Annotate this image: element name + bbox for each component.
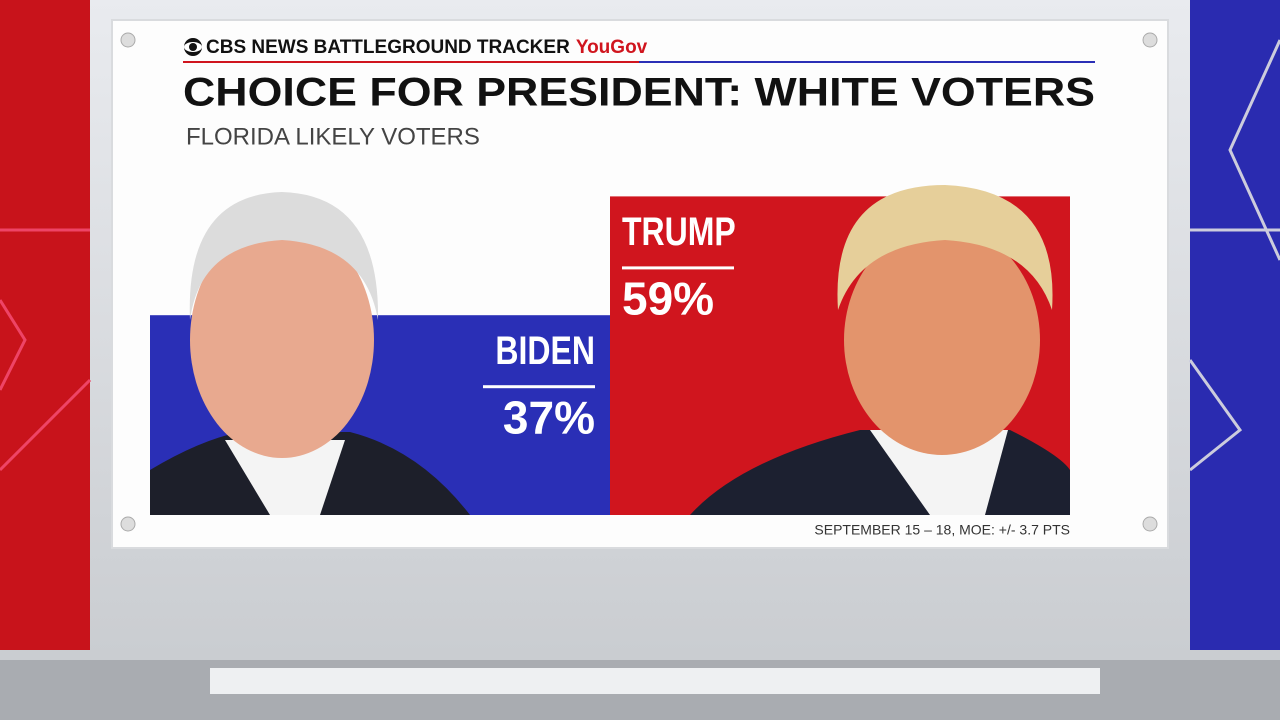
bar-labels: BIDEN 37%	[483, 327, 595, 443]
category-label: TRUMP	[622, 209, 736, 254]
screw	[120, 516, 136, 532]
partner-logo: YouGov	[576, 37, 648, 58]
screw	[1142, 516, 1158, 532]
left-panel	[0, 0, 90, 650]
label-rule	[622, 266, 734, 270]
header-rule	[183, 61, 639, 63]
cbs-eye-logo	[184, 38, 202, 56]
category-label: BIDEN	[495, 327, 595, 372]
chart-title: CHOICE FOR PRESIDENT: WHITE VOTERS	[183, 71, 1095, 115]
value-label: 59%	[622, 273, 714, 325]
right-panel	[1190, 0, 1280, 650]
value-label: 37%	[503, 391, 595, 443]
chart-subtitle: FLORIDA LIKELY VOTERS	[186, 123, 480, 150]
label-rule	[483, 385, 595, 389]
star-outline	[1188, 39, 1280, 472]
screw	[120, 32, 136, 48]
screw	[1142, 32, 1158, 48]
floor-light	[210, 668, 1100, 694]
star-outline	[0, 228, 92, 472]
bar-labels: TRUMP 59%	[622, 209, 736, 325]
header: CBS NEWS BATTLEGROUND TRACKER	[206, 37, 570, 58]
candidate-photo-trump	[690, 185, 1070, 515]
header-rule	[639, 61, 1095, 63]
candidate-photo-biden	[150, 192, 470, 515]
footnote: SEPTEMBER 15 – 18, MOE: +/- 3.7 PTS	[814, 522, 1070, 538]
